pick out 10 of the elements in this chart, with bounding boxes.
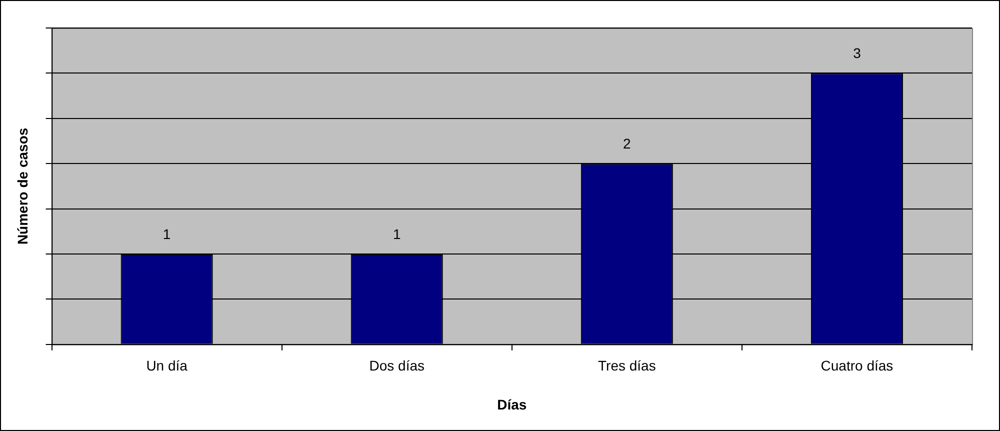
- x-tick-label: Tres días: [598, 358, 656, 374]
- data-label: 1: [162, 226, 171, 242]
- data-label: 1: [392, 226, 401, 242]
- x-tick-label: Cuatro días: [820, 358, 894, 374]
- data-label: 2: [623, 135, 632, 152]
- data-label: 3: [853, 45, 862, 62]
- y-axis-title: Número de casos: [14, 128, 30, 245]
- x-tick-label: Un día: [146, 358, 188, 374]
- x-axis-title: Días: [497, 396, 527, 412]
- x-tick-label: Dos días: [369, 358, 424, 374]
